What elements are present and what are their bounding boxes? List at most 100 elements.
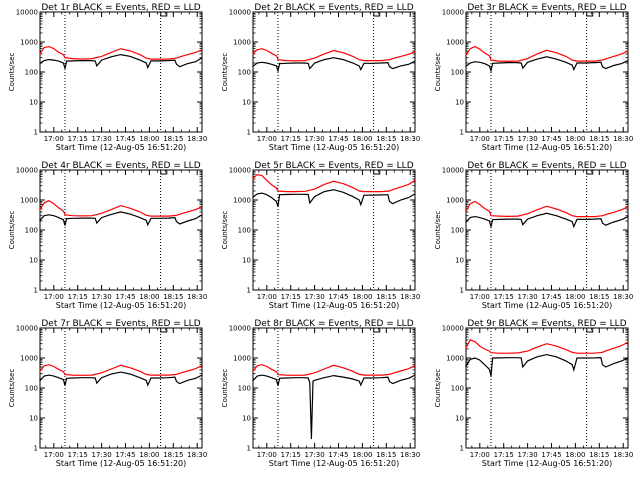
y-tick-label: 100	[238, 385, 251, 393]
x-tick-label: 17:15	[68, 293, 88, 301]
x-tick-label: 17:00	[470, 135, 490, 143]
y-tick-label: 1	[460, 287, 464, 295]
panel-det-6r: Det 6r BLACK = Events, RED = LLD 1 10 100 10…	[434, 161, 633, 310]
y-tick-label: 1	[247, 129, 251, 137]
y-tick-label: 10	[29, 257, 38, 265]
y-tick-label: 1000	[20, 355, 38, 363]
x-tick-label: 18:00	[565, 135, 585, 143]
panel-det-8r: Det 8r BLACK = Events, RED = LLD 1 10 100 10…	[221, 319, 420, 468]
y-tick-label: 100	[451, 385, 464, 393]
y-tick-label: 10000	[442, 325, 464, 333]
series-lld	[252, 364, 416, 376]
x-tick-label: 17:45	[115, 293, 135, 301]
x-tick-label: 17:30	[92, 135, 112, 143]
panel-det-1r: Det 1r BLACK = Events, RED = LLD 1 10 100 10…	[8, 3, 207, 152]
x-tick-label: 17:15	[68, 451, 88, 459]
y-tick-label: 10	[455, 257, 464, 265]
time-range-marker	[160, 328, 168, 333]
x-tick-label: 17:00	[44, 293, 64, 301]
y-tick-label: 10000	[229, 9, 251, 17]
x-tick-label: 17:30	[92, 451, 112, 459]
x-tick-label: 18:30	[613, 135, 633, 143]
plot-frame	[465, 327, 629, 449]
y-tick-label: 1	[34, 287, 38, 295]
x-tick-label: 18:00	[352, 293, 372, 301]
x-tick-label: 17:00	[257, 293, 277, 301]
x-tick-label: 18:15	[376, 135, 396, 143]
x-axis-label: Start Time (12-Aug-05 16:51:20)	[269, 459, 400, 468]
x-tick-label: 18:30	[187, 451, 207, 459]
x-tick-label: 17:30	[92, 293, 112, 301]
y-tick-label: 1000	[233, 39, 251, 47]
y-axis-label: Counts/sec	[221, 211, 229, 250]
x-axis-label: Start Time (12-Aug-05 16:51:20)	[56, 301, 187, 310]
y-tick-label: 100	[25, 69, 38, 77]
y-axis-label: Counts/sec	[221, 53, 229, 92]
x-tick-label: 17:45	[541, 451, 561, 459]
y-tick-label: 1	[460, 129, 464, 137]
x-tick-label: 17:00	[44, 135, 64, 143]
x-tick-label: 17:45	[328, 451, 348, 459]
x-tick-label: 18:15	[163, 135, 183, 143]
time-range-marker	[586, 12, 594, 17]
x-tick-label: 17:30	[518, 135, 538, 143]
x-tick-label: 18:30	[400, 451, 420, 459]
x-tick-label: 18:00	[565, 293, 585, 301]
series-lld	[252, 48, 416, 62]
y-axis-label: Counts/sec	[8, 211, 16, 250]
time-range-marker	[586, 328, 594, 333]
x-tick-label: 17:00	[470, 293, 490, 301]
series-lld	[39, 45, 203, 60]
x-tick-label: 17:00	[44, 451, 64, 459]
x-tick-label: 18:00	[139, 135, 159, 143]
y-tick-label: 100	[451, 69, 464, 77]
x-tick-label: 17:45	[115, 135, 135, 143]
y-tick-label: 1	[247, 445, 251, 453]
x-tick-label: 17:00	[257, 451, 277, 459]
x-tick-label: 17:30	[305, 293, 325, 301]
y-tick-label: 1	[34, 445, 38, 453]
x-tick-label: 18:30	[613, 293, 633, 301]
x-tick-label: 17:30	[305, 135, 325, 143]
y-tick-label: 10000	[442, 9, 464, 17]
series-lld	[39, 364, 203, 376]
x-tick-label: 17:15	[494, 293, 514, 301]
series-lld	[252, 173, 416, 193]
y-axis-label: Counts/sec	[221, 369, 229, 408]
plot-frame	[465, 11, 629, 133]
x-tick-label: 18:00	[352, 135, 372, 143]
x-tick-label: 18:00	[565, 451, 585, 459]
plot-frame	[39, 169, 203, 291]
x-tick-label: 17:15	[281, 451, 301, 459]
x-tick-label: 18:30	[187, 135, 207, 143]
panel-det-3r: Det 3r BLACK = Events, RED = LLD 1 10 100 10…	[434, 3, 633, 152]
y-axis-label: Counts/sec	[434, 369, 442, 408]
x-axis-label: Start Time (12-Aug-05 16:51:20)	[482, 143, 613, 152]
y-tick-label: 1000	[446, 39, 464, 47]
y-tick-label: 10000	[229, 167, 251, 175]
plot-frame	[252, 169, 416, 291]
x-tick-label: 18:00	[139, 293, 159, 301]
series-events	[465, 212, 629, 229]
panel-title: Det 8r BLACK = Events, RED = LLD	[254, 319, 413, 329]
series-lld	[464, 339, 629, 354]
x-tick-label: 18:30	[400, 293, 420, 301]
x-tick-label: 17:15	[281, 293, 301, 301]
series-lld	[464, 200, 629, 218]
time-range-marker	[586, 170, 594, 175]
x-tick-label: 17:30	[518, 293, 538, 301]
x-axis-label: Start Time (12-Aug-05 16:51:20)	[269, 143, 400, 152]
time-range-marker	[160, 170, 168, 175]
x-axis-label: Start Time (12-Aug-05 16:51:20)	[482, 301, 613, 310]
x-tick-label: 17:15	[68, 135, 88, 143]
x-tick-label: 18:30	[187, 293, 207, 301]
x-axis-label: Start Time (12-Aug-05 16:51:20)	[482, 459, 613, 468]
panel-title: Det 1r BLACK = Events, RED = LLD	[41, 3, 200, 13]
y-tick-label: 100	[238, 227, 251, 235]
y-tick-label: 10000	[16, 167, 38, 175]
x-axis-label: Start Time (12-Aug-05 16:51:20)	[269, 301, 400, 310]
y-tick-label: 100	[238, 69, 251, 77]
panel-title: Det 6r BLACK = Events, RED = LLD	[467, 161, 626, 171]
y-axis-label: Counts/sec	[8, 369, 16, 408]
plot-frame	[252, 327, 416, 449]
